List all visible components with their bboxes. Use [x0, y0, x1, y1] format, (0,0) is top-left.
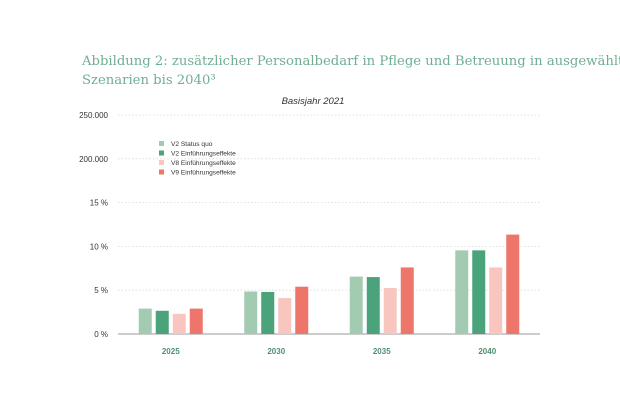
- bar-v2_einfuehrungseffekte-2035: [366, 277, 380, 334]
- legend-swatch: [159, 141, 164, 146]
- bar-v2_status_quo-2025: [138, 308, 152, 334]
- legend-label: V8 Einführungseffekte: [171, 160, 236, 167]
- bar-v9_einfuehrungseffekte-2035: [400, 267, 414, 334]
- legend-label: V2 Status quo: [171, 141, 213, 148]
- bar-v2_einfuehrungseffekte-2030: [261, 291, 275, 334]
- chart-title: Basisjahr 2021: [282, 96, 345, 107]
- bars: [138, 234, 520, 334]
- y-tick-label: 15 %: [90, 199, 108, 208]
- legend-label: V9 Einführungseffekte: [171, 169, 236, 176]
- bar-v9_einfuehrungseffekte-2030: [295, 286, 309, 334]
- bar-v8_einfuehrungseffekte-2030: [278, 298, 292, 334]
- x-axis-ticks: 2025 2030 2035 2040: [162, 347, 497, 356]
- bar-v8_einfuehrungseffekte-2025: [172, 313, 186, 334]
- x-tick-label: 2030: [267, 347, 285, 356]
- bar-v2_einfuehrungseffekte-2025: [155, 310, 169, 334]
- y-tick-label: 250.000: [79, 111, 108, 120]
- grid-lines: [118, 114, 540, 335]
- x-tick-label: 2025: [162, 347, 180, 356]
- y-tick-label: 5 %: [94, 286, 108, 295]
- bar-v2_status_quo-2035: [349, 276, 363, 334]
- y-axis-ticks: 0 % 5 % 10 % 15 % 200.000 250.000: [79, 111, 108, 339]
- figure-title: Abbildung 2: zusätzlicher Personalbedarf…: [82, 52, 620, 90]
- legend-swatch: [159, 169, 164, 175]
- x-tick-label: 2040: [478, 347, 496, 356]
- bar-v8_einfuehrungseffekte-2035: [383, 288, 397, 334]
- y-tick-label: 200.000: [79, 155, 108, 164]
- y-tick-label: 10 %: [90, 242, 108, 251]
- bar-v9_einfuehrungseffekte-2025: [189, 308, 203, 334]
- legend-swatch: [159, 160, 164, 165]
- legend-swatch: [159, 150, 164, 156]
- bar-v2_status_quo-2030: [244, 291, 258, 334]
- y-tick-label: 0 %: [94, 330, 108, 339]
- bar-v8_einfuehrungseffekte-2040: [489, 267, 503, 334]
- bar-v2_status_quo-2040: [455, 250, 469, 334]
- bar-v9_einfuehrungseffekte-2040: [506, 234, 520, 334]
- figure-title-line-2: Szenarien bis 2040³: [82, 73, 216, 88]
- figure-title-line-1: Abbildung 2: zusätzlicher Personalbedarf…: [82, 54, 620, 69]
- x-tick-label: 2035: [373, 347, 391, 356]
- bar-v2_einfuehrungseffekte-2040: [472, 250, 486, 334]
- legend-label: V2 Einführungseffekte: [171, 150, 236, 157]
- legend: V2 Status quo V2 Einführungseffekte V8 Ein…: [159, 141, 236, 176]
